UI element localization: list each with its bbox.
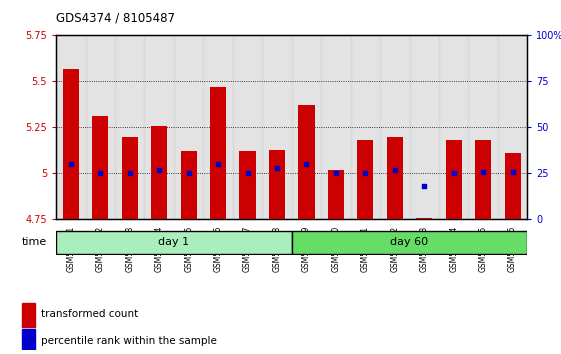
Bar xyxy=(85,35,115,219)
Bar xyxy=(144,35,174,219)
Bar xyxy=(203,35,233,219)
Bar xyxy=(115,35,144,219)
Point xyxy=(332,171,341,176)
Point xyxy=(155,167,164,173)
Bar xyxy=(63,69,79,219)
Bar xyxy=(122,137,138,219)
Bar xyxy=(22,303,35,326)
Bar xyxy=(151,126,167,219)
Bar xyxy=(387,137,403,219)
Bar xyxy=(380,35,410,219)
Bar xyxy=(439,35,468,219)
Bar xyxy=(174,35,203,219)
Point xyxy=(214,161,223,167)
Text: day 1: day 1 xyxy=(158,237,190,247)
Bar xyxy=(298,105,315,219)
FancyBboxPatch shape xyxy=(56,232,292,253)
Text: day 60: day 60 xyxy=(390,237,429,247)
Text: percentile rank within the sample: percentile rank within the sample xyxy=(41,336,217,346)
Bar xyxy=(269,149,285,219)
Point xyxy=(361,171,370,176)
Point xyxy=(390,167,399,173)
Bar xyxy=(468,35,498,219)
Bar xyxy=(357,140,374,219)
Bar xyxy=(410,35,439,219)
Bar xyxy=(498,35,527,219)
Point xyxy=(184,171,193,176)
Point xyxy=(243,171,252,176)
Point xyxy=(125,171,134,176)
Point xyxy=(273,165,282,171)
Point xyxy=(96,171,105,176)
Point xyxy=(479,169,488,175)
Bar xyxy=(210,87,226,219)
Bar xyxy=(233,35,262,219)
Point xyxy=(508,169,517,175)
Point xyxy=(302,161,311,167)
Point xyxy=(66,161,75,167)
Bar xyxy=(262,35,292,219)
Bar xyxy=(416,218,433,219)
Text: time: time xyxy=(22,237,47,247)
Bar xyxy=(351,35,380,219)
Bar xyxy=(504,153,521,219)
Point xyxy=(449,171,458,176)
Bar xyxy=(292,35,321,219)
Text: transformed count: transformed count xyxy=(41,309,138,319)
Point xyxy=(420,183,429,189)
Bar xyxy=(445,140,462,219)
Bar xyxy=(181,152,197,219)
Bar xyxy=(92,116,108,219)
Bar xyxy=(22,329,35,353)
Bar xyxy=(321,35,351,219)
Text: GDS4374 / 8105487: GDS4374 / 8105487 xyxy=(56,12,175,25)
Bar xyxy=(475,140,491,219)
Bar xyxy=(56,35,85,219)
FancyBboxPatch shape xyxy=(292,232,527,253)
Bar xyxy=(240,152,256,219)
Bar xyxy=(328,170,344,219)
